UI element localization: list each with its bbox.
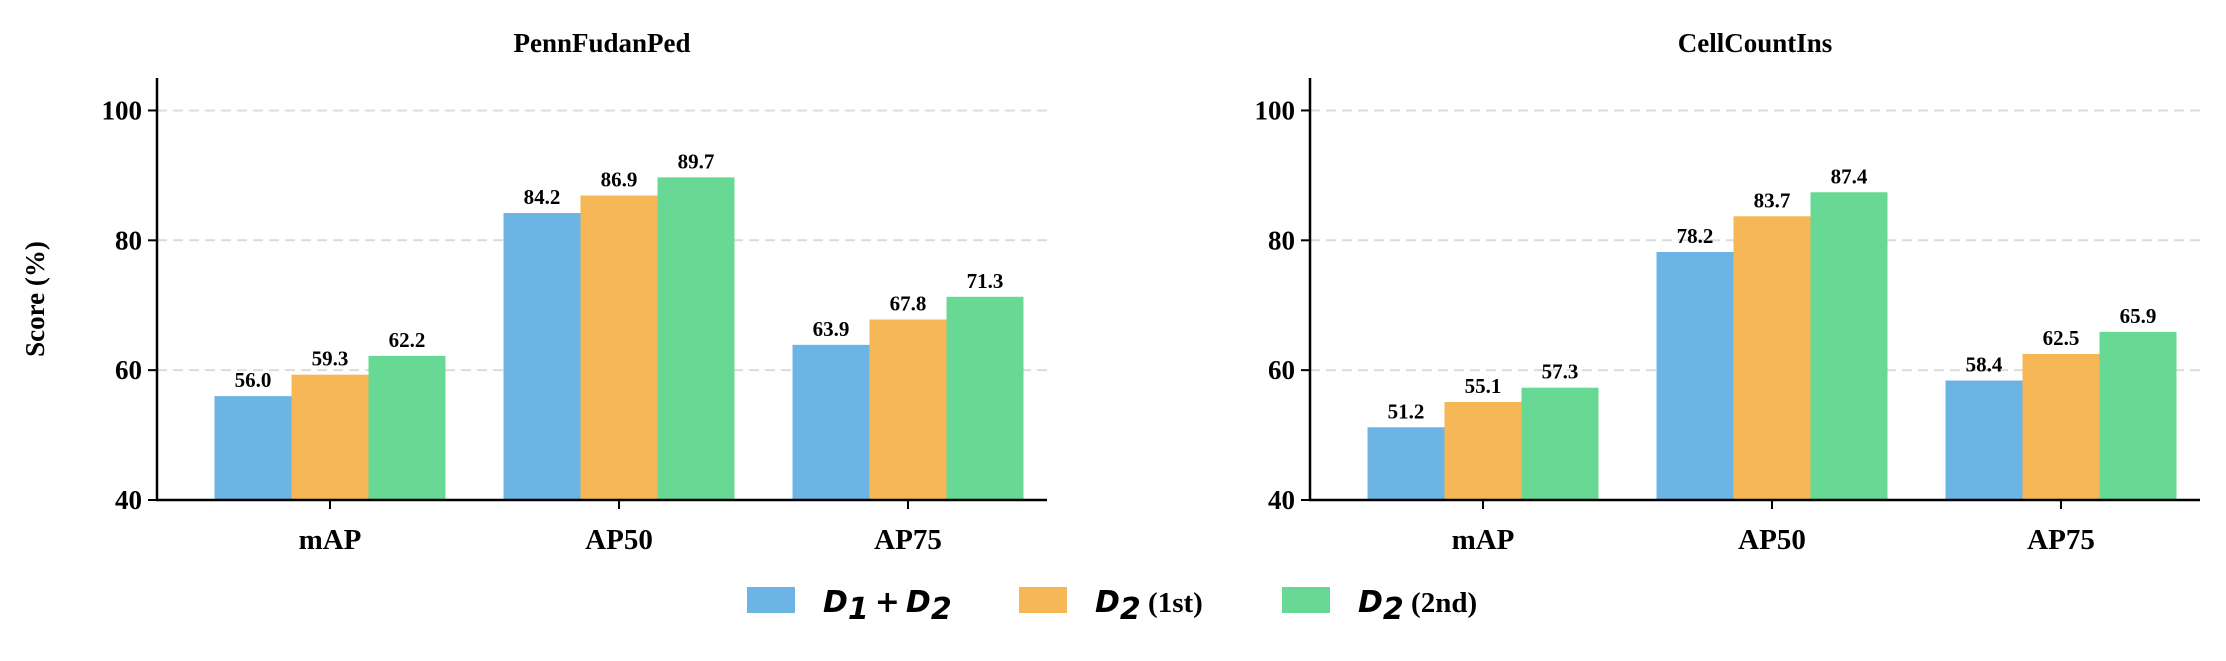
bar-map-d2-1st — [1444, 401, 1522, 500]
legend-label: D2 (2nd) — [1358, 585, 1477, 627]
bar-ap50-d2-1st — [1733, 216, 1811, 501]
data-label: 63.9 — [813, 317, 850, 341]
legend-swatch — [1019, 587, 1067, 613]
legend-label: D2 (1st) — [1095, 585, 1203, 627]
bar-ap75-d2-2nd — [946, 296, 1024, 500]
data-label: 65.9 — [2120, 304, 2157, 328]
x-tick-label: AP75 — [874, 524, 942, 556]
y-tick-label: 100 — [1255, 95, 1296, 125]
data-label: 62.5 — [2043, 326, 2080, 350]
data-label: 78.2 — [1677, 224, 1714, 248]
bar-ap75-d2-1st — [2022, 353, 2100, 500]
data-label: 57.3 — [1542, 360, 1579, 384]
bar-ap50-d2-2nd — [1810, 192, 1888, 500]
data-label: 51.2 — [1388, 399, 1425, 423]
bar-ap50-d2-1st — [580, 195, 658, 500]
bar-ap75-d2-1st — [869, 319, 947, 500]
y-tick-label: 40 — [1268, 485, 1295, 515]
chart-title: PennFudanPed — [513, 28, 690, 58]
data-label: 59.3 — [312, 347, 349, 371]
x-tick-label: AP75 — [2027, 524, 2095, 556]
legend: D1 + D2 D2 (1st) D2 (2nd) — [747, 585, 1477, 627]
bar-ap75-d2-2nd — [2099, 331, 2177, 500]
y-tick-label: 60 — [1268, 355, 1295, 385]
legend-swatch — [1282, 587, 1330, 613]
data-label: 86.9 — [601, 168, 638, 192]
chart-panel-cellcountins: 51.2 55.1 57.3 mAP 78.2 83.7 87.4 AP50 58.4 62.5 6… — [1255, 28, 2200, 556]
bar-map-d1-d2 — [214, 396, 292, 500]
data-label: 62.2 — [389, 328, 426, 352]
bar-map-d1-d2 — [1367, 427, 1445, 500]
data-label: 56.0 — [235, 368, 272, 392]
bar-map-d2-1st — [291, 374, 369, 500]
legend-label: D1 + D2 — [823, 585, 952, 627]
data-label: 89.7 — [678, 149, 715, 173]
data-label: 55.1 — [1465, 374, 1502, 398]
data-label: 71.3 — [967, 269, 1004, 293]
y-tick-label: 60 — [115, 355, 142, 385]
x-tick-label: mAP — [299, 524, 362, 556]
bar-ap75-d1-d2 — [792, 344, 870, 500]
data-label: 83.7 — [1754, 188, 1791, 212]
y-tick-label: 40 — [115, 485, 142, 515]
data-label: 84.2 — [524, 185, 561, 209]
bar-map-d2-2nd — [368, 355, 446, 500]
x-tick-label: AP50 — [1738, 524, 1806, 556]
bar-ap50-d1-d2 — [503, 213, 581, 501]
bar-ap75-d1-d2 — [1945, 380, 2023, 500]
bar-map-d2-2nd — [1521, 387, 1599, 500]
bar-ap50-d1-d2 — [1656, 251, 1734, 500]
chart-panel-pennfudanped: 56.0 59.3 62.2 mAP 84.2 86.9 89.7 AP50 63.9 67.8 7… — [20, 28, 1047, 556]
data-label: 58.4 — [1966, 353, 2003, 377]
y-tick-label: 80 — [1268, 225, 1295, 255]
bar-ap50-d2-2nd — [657, 177, 735, 500]
data-label: 87.4 — [1831, 164, 1868, 188]
x-tick-label: AP50 — [585, 524, 653, 556]
legend-swatch — [747, 587, 795, 613]
chart-title: CellCountIns — [1678, 28, 1833, 58]
data-label: 67.8 — [890, 292, 927, 316]
y-tick-label: 100 — [102, 95, 143, 125]
y-axis-label: Score (%) — [20, 241, 50, 357]
x-tick-label: mAP — [1452, 524, 1515, 556]
y-tick-label: 80 — [115, 225, 142, 255]
